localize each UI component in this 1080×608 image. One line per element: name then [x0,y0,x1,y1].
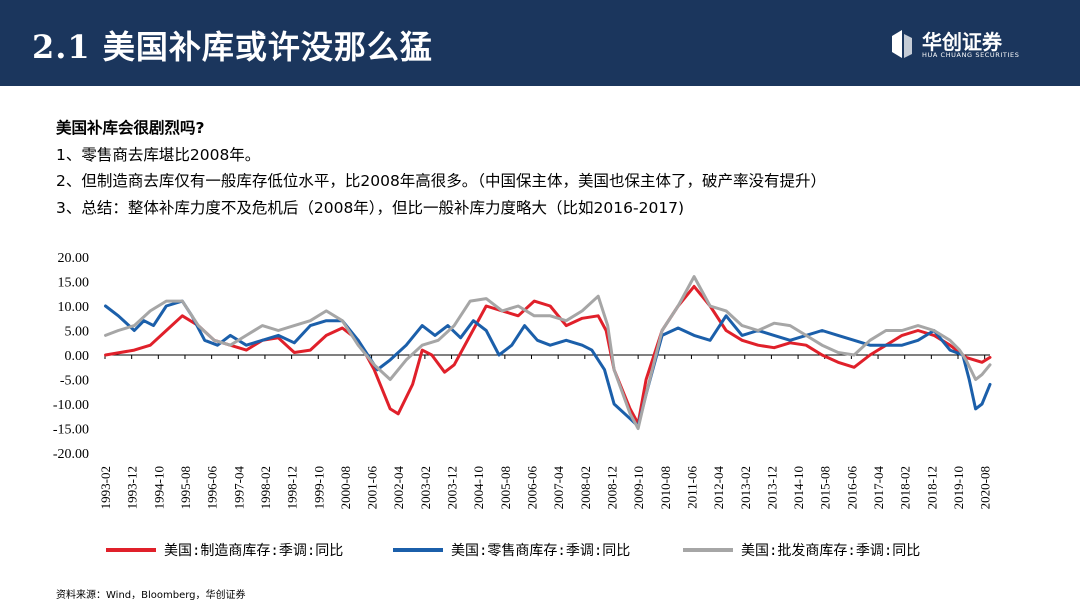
x-tick-label: 2020-08 [978,466,993,509]
x-tick-label: 1996-06 [205,466,220,510]
x-tick-label: 1995-08 [178,466,193,509]
y-tick-label: 20.00 [58,251,90,266]
x-tick-label: 1993-02 [98,466,113,509]
x-tick-label: 2016-06 [844,466,859,510]
y-tick-label: 15.00 [58,276,90,291]
x-tick-label: 2014-10 [791,466,806,509]
legend-item-manufacturer: 美国:制造商库存:季调:同比 [106,538,343,562]
x-tick-label: 2011-06 [684,466,699,509]
x-tick-label: 2012-04 [711,466,726,510]
x-axis: 1993-02 1993-12 1994-10 1995-08 1996-06 1997-… [98,354,993,510]
series-line-retailer [104,299,992,428]
legend-label-wholesaler: 美国:批发商库存:季调:同比 [741,543,921,559]
series-line-manufacturer [104,284,992,426]
legend-item-wholesaler: 美国:批发商库存:季调:同比 [683,538,920,562]
x-tick-label: 2008-02 [578,466,593,509]
x-tick-label: 1993-12 [125,466,140,509]
inventory-chart: 20.00 15.00 10.00 5.00 0.00 -5.00 -10.00 -15.00… [53,251,993,510]
bullet-item-1: 1、零售商去库堪比2008年。 [56,145,261,164]
x-tick-label: 2010-08 [658,466,673,509]
series-layer [104,275,992,430]
x-tick-label: 2003-02 [418,466,433,509]
page-title: 2.1 美国补库或许没那么猛 [32,28,433,66]
legend-item-retailer: 美国:零售商库存:季调:同比 [393,538,630,562]
x-tick-label: 2006-06 [525,466,540,510]
x-tick-label: 2005-08 [498,466,513,509]
series-line-wholesaler [104,275,992,430]
legend-swatch-wholesaler [683,548,733,552]
hc-logo-icon [892,30,912,58]
legend-label-retailer: 美国:零售商库存:季调:同比 [451,543,631,559]
y-axis: 20.00 15.00 10.00 5.00 0.00 -5.00 -10.00 -15.00… [53,251,89,462]
x-tick-label: 2007-04 [551,466,566,510]
legend-label-manufacturer: 美国:制造商库存:季调:同比 [164,543,344,559]
y-tick-label: -20.00 [53,447,89,462]
x-tick-label: 2013-02 [738,466,753,509]
x-tick-label: 2002-04 [391,466,406,510]
x-tick-label: 2019-10 [951,466,966,509]
legend-swatch-retailer [393,548,443,552]
x-tick-label: 2003-12 [445,466,460,509]
legend: 美国:制造商库存:季调:同比 美国:零售商库存:季调:同比 美国:批发商库存:季… [0,538,1080,562]
bullet-question: 美国补库会很剧烈吗? [56,119,205,137]
x-tick-label: 2018-12 [924,466,939,509]
x-tick-label: 1998-12 [285,466,300,509]
logo-name: 华创证券 [922,30,1002,54]
bullet-list: 美国补库会很剧烈吗? 1、零售商去库堪比2008年。 2、但制造商去库仅有一般库… [56,115,826,221]
x-tick-label: 2001-06 [365,466,380,510]
x-tick-label: 2004-10 [471,466,486,509]
x-tick-label: 1999-10 [311,466,326,509]
x-tick-label: 2018-02 [898,466,913,509]
bullet-item-3: 3、总结：整体补库力度不及危机后（2008年），但比一般补库力度略大（比如201… [56,198,685,217]
logo-subtitle: HUA CHUANG SECURITIES [922,51,1020,59]
x-tick-label: 1994-10 [151,466,166,509]
x-tick-label: 2015-08 [818,466,833,509]
y-tick-label: -15.00 [53,423,89,438]
x-tick-label: 2017-04 [871,466,886,510]
logo: 华创证券 HUA CHUANG SECURITIES [888,26,1058,66]
y-tick-label: 0.00 [65,349,90,364]
legend-swatch-manufacturer [106,548,156,552]
x-tick-label: 2008-12 [604,466,619,509]
x-tick-label: 1997-04 [231,466,246,510]
bullet-item-2: 2、但制造商去库仅有一般库存低位水平，比2008年高很多。（中国保主体，美国也保… [56,172,827,190]
x-tick-label: 2009-10 [631,466,646,509]
x-tick-label: 1998-02 [258,466,273,509]
header-bar: 2.1 美国补库或许没那么猛 华创证券 HUA CHUANG SECURITIE… [0,0,1080,86]
y-tick-label: 10.00 [58,300,90,315]
source-note: 资料来源：Wind，Bloomberg，华创证券 [56,590,246,601]
x-tick-label: 2000-08 [338,466,353,509]
y-tick-label: 5.00 [65,325,90,340]
y-tick-label: -5.00 [60,374,89,389]
y-tick-label: -10.00 [53,398,89,413]
x-tick-label: 2013-12 [764,466,779,509]
